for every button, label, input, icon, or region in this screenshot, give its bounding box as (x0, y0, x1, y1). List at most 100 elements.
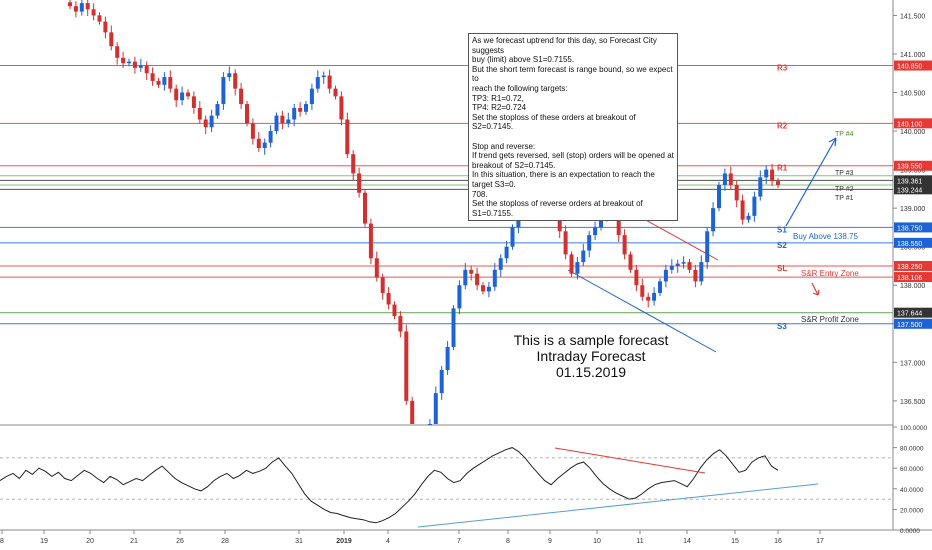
level-label: S2 (777, 241, 787, 250)
time-tick-label: 9 (548, 538, 552, 545)
candle-body (669, 265, 674, 270)
indicator-tick-label: 20.0000 (900, 507, 924, 514)
candle-body (646, 296, 651, 301)
price-label-box (894, 175, 932, 186)
candle-body (144, 65, 149, 74)
candle-body (380, 277, 385, 293)
price-label-box (894, 307, 932, 318)
time-tick-label: 8 (506, 538, 510, 545)
candle-body (127, 61, 131, 64)
candle-body (339, 96, 344, 120)
time-axis: 8 19 20 21 26 28 31 2019 4 7 8 9 10 11 14 15 16 17 (0, 530, 824, 545)
candle-body (233, 73, 238, 89)
candle-body (256, 138, 261, 149)
candle-body (79, 3, 84, 12)
time-tick-label: 10 (593, 538, 601, 545)
price-label: 139.361 (897, 178, 922, 185)
level-label: R1 (777, 164, 788, 173)
candle-body (504, 246, 509, 259)
candle-body (345, 119, 350, 155)
price-tick-label: 138.000 (900, 283, 925, 290)
candle-body (245, 104, 249, 124)
center-line-2: Intraday Forecast (536, 348, 646, 364)
candle-body (622, 235, 627, 255)
note-line: 708. (472, 189, 488, 199)
candle-body (634, 269, 639, 286)
candle-body (663, 269, 668, 282)
candle-body (68, 2, 72, 7)
time-tick-label: 8 (0, 538, 4, 545)
candle-body (658, 281, 662, 293)
candle-body (215, 104, 220, 116)
target-label: TP #2 (835, 186, 854, 193)
candle-body (510, 227, 515, 247)
time-tick-label: 21 (130, 538, 138, 545)
candle-body (268, 131, 273, 143)
candle-body (97, 15, 102, 22)
note-line: breakout of S2=0.7145. (472, 160, 556, 170)
indicator-tick-label: 0.0000 (900, 528, 920, 535)
candle-body (262, 142, 267, 149)
candle-body (138, 65, 143, 68)
candle-body (327, 75, 332, 89)
candle-body (239, 88, 244, 105)
indicator-panel: 100.0000 80.0000 60.0000 40.0000 20.0000 0.00… (0, 425, 927, 535)
time-tick-label: 16 (774, 538, 782, 545)
price-tick-label: 139.500 (900, 168, 925, 175)
candle-body (457, 285, 462, 309)
entry-zone-label: S&R Entry Zone (801, 269, 859, 278)
price-label: 139.244 (897, 187, 922, 194)
note-line: But the short term forecast is range bou… (472, 64, 675, 84)
candle-body (764, 169, 769, 178)
target-label: TP #4 (835, 131, 854, 138)
price-label: 140.850 (897, 64, 922, 71)
candle-body (85, 3, 90, 10)
indicator-support (417, 483, 819, 528)
candle-body (469, 269, 474, 274)
price-label: 138.750 (897, 225, 922, 232)
price-label: 137.500 (897, 322, 922, 329)
level-labels: R3 R2 R1 S1 S2 SL S3 TP #4 TP #3 TP #2 TP #1 Buy Ab… (777, 64, 859, 331)
candle-body (711, 208, 716, 232)
candle-body (274, 115, 279, 132)
time-tick-label: 31 (295, 538, 303, 545)
candle-body (492, 269, 497, 287)
candle-body (357, 173, 362, 193)
candle-body (109, 32, 114, 47)
level-label: S1 (777, 225, 787, 234)
forecast-note: As we forecast uptrend for this day, so … (468, 33, 678, 222)
candle-body (463, 269, 468, 286)
candle-body (410, 400, 415, 424)
level-label: R3 (777, 64, 788, 73)
down-arrow-head (812, 289, 820, 296)
candle-body (717, 185, 721, 209)
indicator-tick-label: 60.0000 (900, 466, 924, 473)
candle-body (575, 262, 580, 274)
price-tick-label: 140.000 (900, 129, 925, 136)
candle-body (640, 285, 645, 297)
price-label-box (894, 260, 932, 271)
candle-body (740, 200, 745, 220)
time-tick-label: 15 (731, 538, 739, 545)
candle-body (168, 77, 173, 89)
candle-body (115, 46, 120, 58)
candle-body (174, 88, 179, 101)
candle-body (563, 231, 568, 255)
indicator-tick-label: 80.0000 (900, 446, 924, 453)
up-arrow (785, 137, 837, 227)
candle-body (404, 331, 409, 401)
candle-body (616, 212, 621, 236)
price-tick-label: 136.500 (900, 399, 925, 406)
candle-body (374, 258, 379, 278)
candle-body (321, 75, 326, 78)
price-label: 137.644 (897, 311, 922, 318)
candle-body (599, 215, 603, 228)
time-tick-label: 26 (176, 538, 184, 545)
level-label: R2 (777, 121, 788, 130)
time-tick-label: 19 (40, 538, 48, 545)
price-tick-label: 137.000 (900, 360, 925, 367)
candle-body (770, 169, 775, 182)
price-axis: 141.500 141.000 140.500 140.000 139.500 139.0… (893, 13, 932, 406)
candle-body (693, 269, 698, 282)
